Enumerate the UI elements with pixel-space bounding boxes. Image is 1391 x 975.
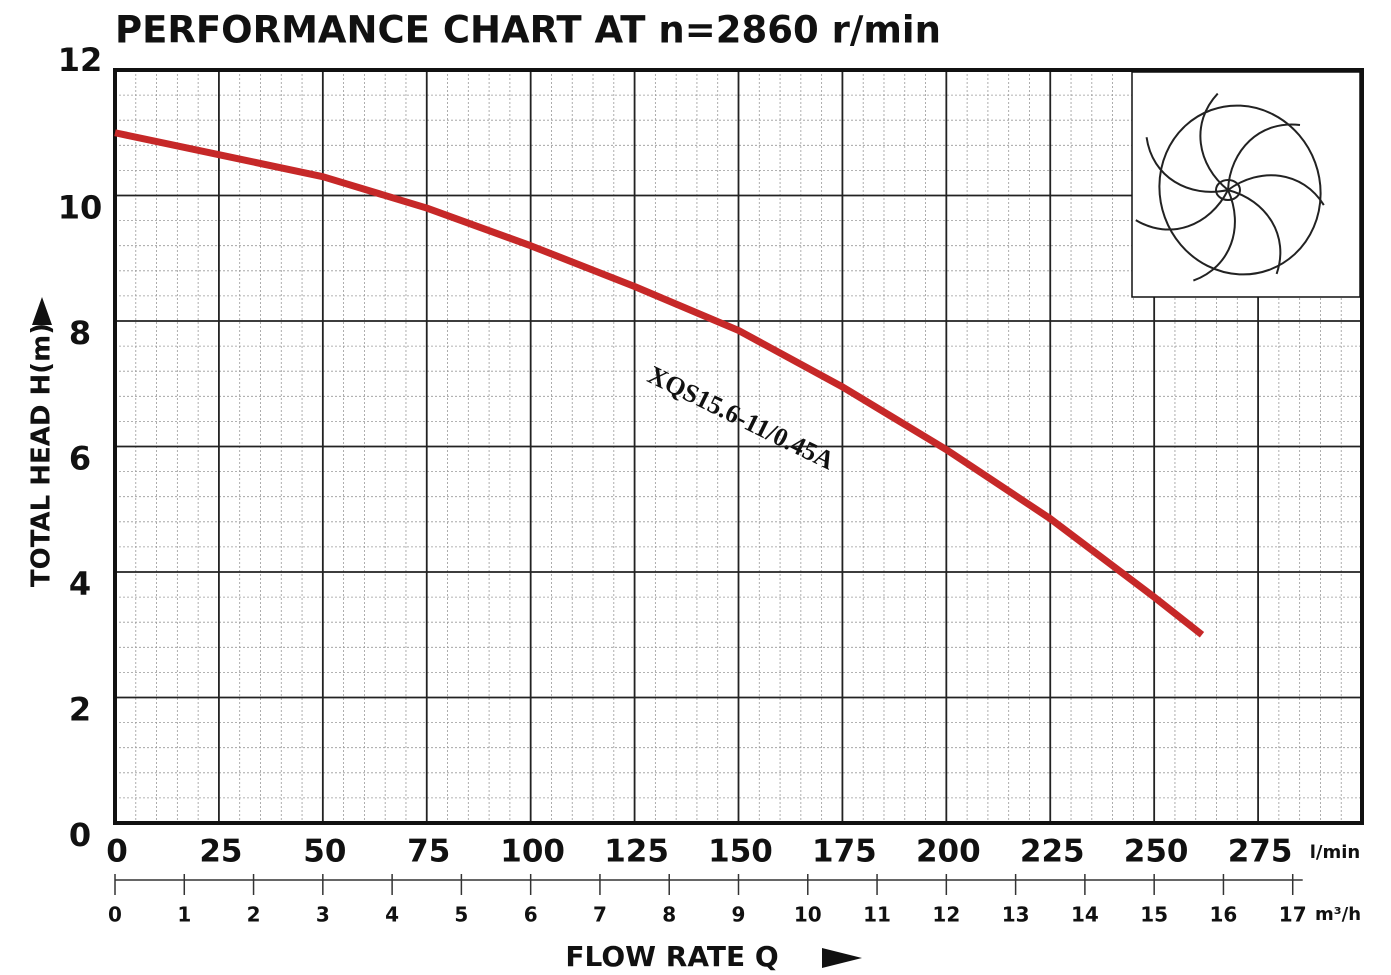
x-tick-label: 50: [303, 834, 346, 870]
x2-tick-label: 10: [794, 903, 822, 927]
curve-annotation: XQS15.6-11/0.45A: [643, 360, 839, 475]
x2-tick-label: 12: [932, 903, 960, 927]
x2-tick-label: 14: [1071, 903, 1099, 927]
x2-tick-label: 4: [385, 903, 399, 927]
x-tick-label: 150: [708, 834, 773, 870]
y-axis-title-group: TOTAL HEAD H(m): [27, 297, 57, 587]
y-tick-label: 4: [69, 565, 91, 603]
y-tick-label: 0: [69, 816, 91, 854]
x-tick-label: 125: [604, 834, 669, 870]
y-tick-label: 12: [58, 41, 103, 79]
x-tick-label: 250: [1124, 834, 1189, 870]
x2-tick-label: 15: [1140, 903, 1168, 927]
x-tick-label: 175: [812, 834, 877, 870]
x2-tick-label: 8: [662, 903, 676, 927]
x2-tick-label: 0: [108, 903, 122, 927]
y-tick-label: 8: [69, 314, 91, 352]
x2-tick-label: 9: [732, 903, 746, 927]
y-tick-label: 2: [69, 691, 91, 729]
x-tick-label: 200: [916, 834, 981, 870]
x-axis-title: FLOW RATE Q: [565, 940, 778, 973]
x-arrow: [822, 948, 862, 968]
y-tick-label: 6: [69, 440, 91, 478]
x2-tick-label: 1: [177, 903, 191, 927]
x2-tick-label: 16: [1210, 903, 1238, 927]
x-tick-label: 100: [500, 834, 565, 870]
x2-tick-label: 17: [1279, 903, 1307, 927]
x-unit: l/min: [1310, 842, 1360, 863]
x2-tick-label: 2: [247, 903, 261, 927]
x2-tick-label: 13: [1002, 903, 1030, 927]
chart-title: PERFORMANCE CHART AT n=2860 r/min: [115, 9, 941, 52]
x2-tick-label: 3: [316, 903, 330, 927]
x2-tick-label: 7: [593, 903, 607, 927]
x-tick-label: 225: [1020, 834, 1085, 870]
x2-tick-label: 11: [863, 903, 891, 927]
x2-tick-label: 5: [454, 903, 468, 927]
y-arrow: [32, 297, 52, 325]
impeller-inset: [1132, 72, 1360, 297]
x-tick-label: 0: [106, 834, 128, 870]
x-tick-label: 275: [1228, 834, 1293, 870]
x2-unit: m³/h: [1315, 904, 1361, 925]
x2-tick-label: 6: [524, 903, 538, 927]
chart: PERFORMANCE CHART AT n=2860 r/min TOTAL …: [0, 0, 1391, 975]
x-tick-label: 25: [199, 834, 242, 870]
y-tick-label: 10: [58, 189, 103, 227]
x-tick-label: 75: [407, 834, 450, 870]
y-axis-title: TOTAL HEAD H(m): [27, 323, 57, 587]
